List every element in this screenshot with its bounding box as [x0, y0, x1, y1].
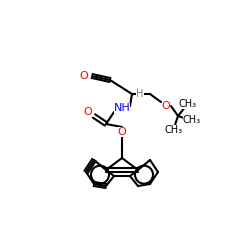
Text: CH₃: CH₃ — [179, 99, 197, 109]
Text: NH: NH — [114, 103, 130, 113]
Text: O: O — [80, 71, 88, 81]
Text: O: O — [162, 101, 170, 111]
Text: H: H — [136, 89, 144, 99]
Text: O: O — [84, 107, 92, 117]
Text: CH₃: CH₃ — [165, 125, 183, 135]
Text: O: O — [118, 127, 126, 137]
Text: CH₃: CH₃ — [183, 115, 201, 125]
